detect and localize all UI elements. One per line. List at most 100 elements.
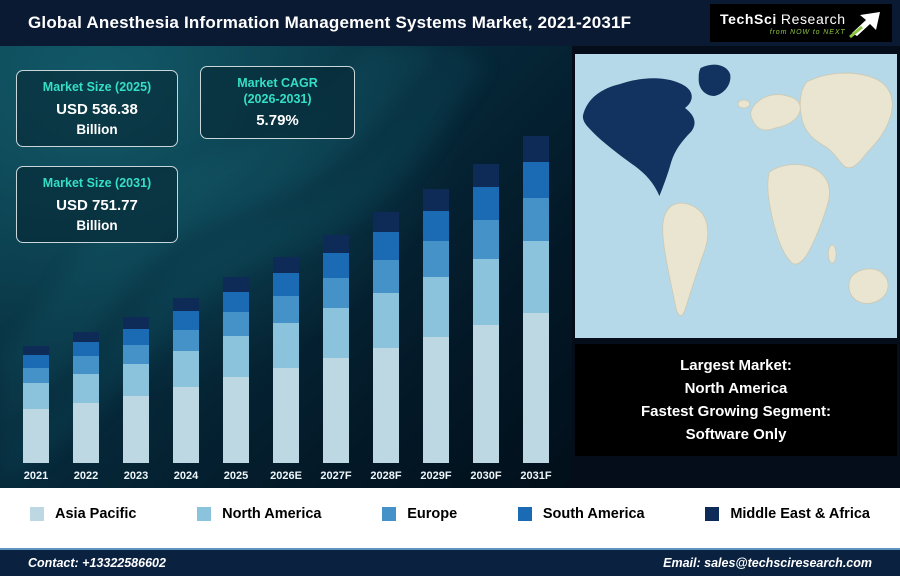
- bar-segment: [373, 259, 399, 293]
- bar-column: 2021: [14, 345, 58, 482]
- legend-swatch: [197, 507, 212, 521]
- map-region-greenland: [698, 64, 731, 96]
- bar-segment: [473, 259, 499, 326]
- bar-2029F: [423, 188, 449, 463]
- bar-column: 2028F: [364, 212, 408, 482]
- bar-segment: [23, 383, 49, 410]
- bar-2028F: [373, 212, 399, 463]
- world-map-svg: [575, 54, 897, 338]
- legend-label: Middle East & Africa: [730, 506, 870, 522]
- bar-2025: [223, 276, 249, 463]
- stat-value: 5.79%: [256, 112, 299, 130]
- legend-label: North America: [222, 506, 322, 522]
- info-line: Software Only: [685, 426, 787, 444]
- largest-market-box: Largest Market: North America Fastest Gr…: [575, 344, 897, 456]
- footer-divider: [0, 540, 900, 548]
- logo-brand-research: Research: [780, 10, 846, 27]
- x-axis-label: 2024: [173, 470, 199, 482]
- bar-2022: [73, 331, 99, 463]
- bar-segment: [173, 298, 199, 312]
- map-region-uk: [737, 99, 751, 109]
- bar-segment: [173, 329, 199, 351]
- market-size-2031-box: Market Size (2031) USD 751.77 Billion: [16, 166, 178, 243]
- info-line: North America: [684, 379, 788, 397]
- bar-segment: [523, 198, 549, 241]
- x-axis-label: 2026E: [270, 470, 302, 482]
- bar-segment: [323, 358, 349, 463]
- bar-segment: [23, 409, 49, 463]
- bar-segment: [123, 317, 149, 329]
- bar-segment: [73, 356, 99, 374]
- x-axis-label: 2022: [73, 470, 99, 482]
- bar-2031F: [523, 136, 549, 463]
- bar-segment: [73, 402, 99, 463]
- stat-label: Market CAGR: [237, 76, 318, 90]
- legend-swatch: [30, 507, 44, 521]
- bar-segment: [73, 373, 99, 403]
- info-line: Largest Market:: [680, 356, 792, 374]
- x-axis-label: 2021: [23, 470, 49, 482]
- market-size-2025-box: Market Size (2025) USD 536.38 Billion: [16, 70, 178, 147]
- legend-label: Europe: [407, 506, 458, 522]
- legend-swatch: [517, 507, 532, 521]
- contact-email: Email: sales@techsciresearch.com: [663, 556, 872, 570]
- bar-segment: [223, 276, 249, 292]
- stat-value: USD 536.38: [56, 100, 138, 118]
- market-cagr-box: Market CAGR (2026-2031) 5.79%: [200, 66, 355, 140]
- bar-segment: [23, 368, 49, 384]
- stacked-bar-chart: 2021 2022 2023 2024 2025 2026E 2027F 2028F 2029F…: [6, 136, 566, 482]
- bar-segment: [73, 331, 99, 343]
- legend-swatch: [705, 507, 720, 521]
- bar-segment: [73, 342, 99, 357]
- x-axis-label: 2031F: [520, 470, 552, 482]
- bar-segment: [123, 328, 149, 345]
- logo-arrow-icon: [849, 12, 880, 39]
- bar-segment: [473, 325, 499, 463]
- bar-segment: [323, 278, 349, 309]
- contact-phone: Contact: +13322586602: [28, 556, 166, 570]
- bar-segment: [423, 276, 449, 337]
- map-region-madagascar: [827, 244, 837, 264]
- bar-segment: [223, 312, 249, 337]
- bar-segment: [423, 188, 449, 211]
- x-axis-label: 2025: [223, 470, 249, 482]
- bar-segment: [523, 240, 549, 313]
- map-region-south-america: [662, 202, 709, 317]
- main-area: Market Size (2025) USD 536.38 Billion Ma…: [0, 46, 900, 488]
- bar-column: 2026E: [264, 256, 308, 482]
- bar-2024: [173, 298, 199, 463]
- bar-column: 2024: [164, 298, 208, 482]
- bar-column: 2027F: [314, 235, 358, 482]
- stat-label: (2026-2031): [243, 91, 312, 106]
- stat-value: USD 751.77: [56, 196, 138, 214]
- bar-segment: [373, 292, 399, 348]
- map-region-africa: [767, 164, 830, 265]
- stat-label: Market Size (2025): [42, 80, 152, 94]
- bar-segment: [23, 355, 49, 369]
- logo-text: TechSci Research from NOW to NEXT: [720, 11, 846, 36]
- legend-item: Asia Pacific: [30, 506, 136, 522]
- x-axis-label: 2029F: [420, 470, 452, 482]
- bar-segment: [473, 187, 499, 221]
- logo-tagline: from NOW to NEXT: [769, 28, 846, 36]
- legend: Asia Pacific North America Europe South Ame…: [0, 488, 900, 540]
- bar-segment: [123, 363, 149, 396]
- bar-segment: [173, 350, 199, 388]
- bar-2023: [123, 317, 149, 463]
- logo-brand-tech: TechSci: [720, 10, 777, 27]
- legend-item: South America: [517, 506, 645, 522]
- bar-2030F: [473, 163, 499, 464]
- map-region-north-america: [582, 78, 695, 196]
- chart-panel: Market Size (2025) USD 536.38 Billion Ma…: [0, 46, 572, 488]
- x-axis-label: 2030F: [470, 470, 502, 482]
- bar-segment: [273, 368, 299, 464]
- map-region-europe: [750, 94, 801, 131]
- bar-segment: [323, 308, 349, 359]
- bar-segment: [423, 336, 449, 463]
- bar-column: 2031F: [514, 136, 558, 482]
- bar-segment: [323, 253, 349, 279]
- bar-segment: [523, 136, 549, 163]
- bar-segment: [423, 210, 449, 241]
- legend-label: South America: [542, 506, 645, 522]
